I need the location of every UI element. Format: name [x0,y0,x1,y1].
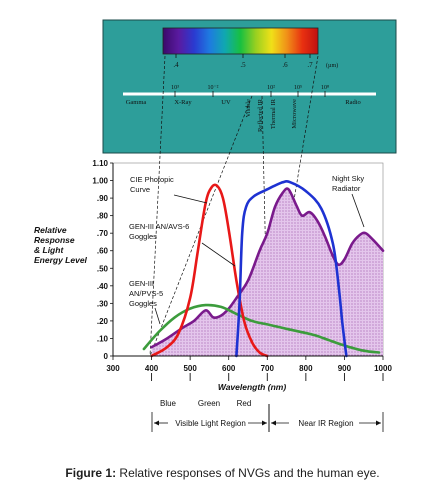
y-tick-label: .80 [97,212,109,221]
visible-tick-label: .4 [173,61,179,69]
series-leader-line [173,194,208,204]
series-label-line: GEN-III AN/AVS-6 [129,222,189,231]
x-tick-label: 700 [261,364,275,373]
x-axis-title: Wavelength (nm) [218,382,286,392]
series-label-line: AN/PVS-5 [129,289,163,298]
visible-region-label: Visible Light Region [175,419,246,428]
y-tick-label: 1.10 [92,159,108,168]
chart: 0 .10 .20 .30 .40 .50 .60 .70 .80 .90 1.00 1.10 300 4… [34,55,392,392]
series-label-line: Radiator [332,184,361,193]
color-label: Blue [160,399,177,408]
series-label-line: Goggles [129,299,157,308]
band-label: Gamma [126,99,147,106]
wavelength-exponent-label: 10⁵ [294,85,302,91]
visible-scale-ticks: .4 .5 .6 .7 (µm) [173,54,338,69]
caption-text: Relative responses of NVGs and the human… [116,466,380,480]
band-label: Thermal IR [270,98,277,129]
connector-line [149,95,253,357]
x-tick-label: 400 [145,364,159,373]
band-label: Microwave [291,99,298,129]
cie-photopic-curve-line [150,183,269,358]
chart-axes: 0 .10 .20 .30 .40 .50 .60 .70 .80 .90 1.00 1.10 300 4… [92,159,392,392]
near-ir-region-label: Near IR Region [298,419,353,428]
y-tick-label: .40 [97,282,109,291]
visible-tick-label: .6 [282,61,288,69]
color-label: Red [237,399,252,408]
band-label: Visible [245,99,252,118]
y-axis-title-line: Energy Level [34,255,88,265]
region-arrow-head [154,420,159,426]
visible-scale-unit: (µm) [326,62,338,69]
series-label-line: Night Sky [332,174,364,183]
figure-caption: Figure 1: Relative responses of NVGs and… [0,466,445,480]
y-tick-label: .50 [97,264,109,273]
region-arrow-head [262,420,267,426]
y-tick-label: .70 [97,229,109,238]
y-tick-label: 1.00 [92,177,108,186]
band-label: Reflected IR [257,98,264,132]
connector-line [149,55,166,357]
night-sky-radiator-line [150,187,385,349]
wavelength-exponent-label: 10⁻² [208,85,219,91]
visible-rainbow-bar [162,27,319,55]
series-label-line: Curve [130,185,150,194]
x-tick-label: 500 [183,364,197,373]
band-label: UV [221,99,231,106]
band-label: X-Ray [174,99,192,106]
band-labels: Gamma X-Ray UV Visible Reflected IR Thermal I… [126,98,361,132]
band-label: Radio [345,99,361,106]
x-tick-label: 300 [106,364,120,373]
caption-label: Figure 1: [65,466,117,480]
series-label-line: Goggles [129,232,157,241]
y-tick-label: .90 [97,194,109,203]
gen-iii-an-avs-6-goggles-line [235,179,348,358]
y-axis-title-line: & Light [34,245,64,255]
series-group [142,179,385,358]
x-tick-label: 600 [222,364,236,373]
region-arrow-head [376,420,381,426]
y-tick-label: .30 [97,299,109,308]
y-axis-title-line: Relative [34,225,67,235]
y-axis-title-line: Response [34,235,75,245]
x-tick-label: 800 [299,364,313,373]
y-tick-label: .20 [97,317,109,326]
y-tick-label: .10 [97,334,109,343]
x-tick-label: 1000 [374,364,392,373]
wavelength-exponent-label: 10³ [171,85,179,91]
visible-tick-label: .7 [307,61,313,69]
region-arrow-head [271,420,276,426]
x-tick-label: 900 [338,364,352,373]
series-label-line: CIE Photopic [130,175,174,184]
series-leader-line [154,307,161,325]
region-annotations: Blue Green Red Visible Light Region Near IR … [151,399,384,432]
color-label: Green [198,399,220,408]
visible-tick-label: .5 [240,61,246,69]
y-tick-label: .60 [97,247,109,256]
wavelength-axis: 10³ 10⁻² 10² 10⁵ 10⁸ [123,85,376,97]
gen-iii-an-pvs-5-goggles-line [142,303,381,354]
series-leader-line [201,242,236,267]
y-tick-label: 0 [104,352,109,361]
series-leader-line [351,193,365,228]
wavelength-exponent-label: 10² [267,85,275,91]
series-label-line: GEN-III [129,279,154,288]
wavelength-exponent-label: 10⁸ [321,85,329,91]
spectrum-panel: .4 .5 .6 .7 (µm) 10³ 10⁻² 10² 10⁵ 10⁸ Gamma X-Ray… [102,19,397,154]
